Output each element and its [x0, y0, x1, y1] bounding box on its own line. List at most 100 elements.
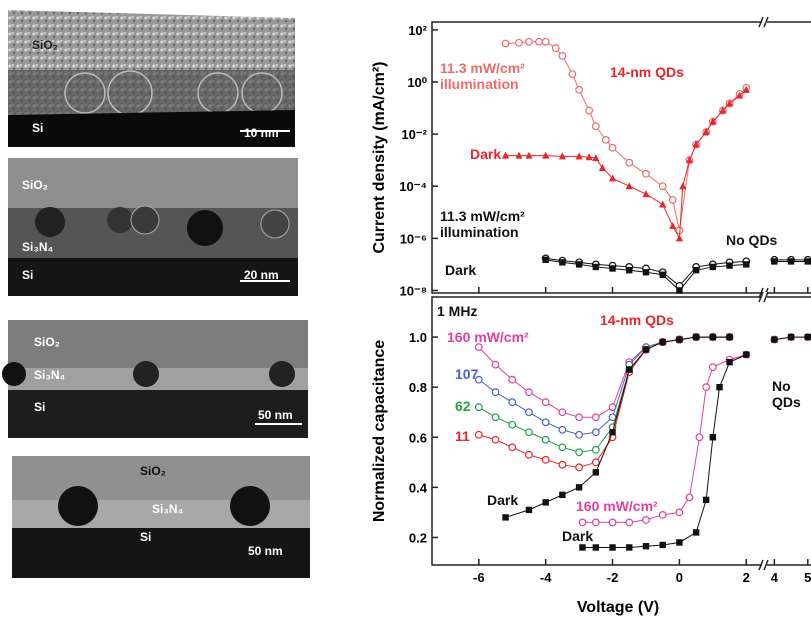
- marker: [558, 408, 567, 417]
- marker: [626, 544, 633, 551]
- plot-frame: [431, 21, 811, 294]
- marker: [726, 358, 733, 366]
- scale-bar-label: 10 nm: [244, 126, 279, 140]
- marker: [659, 541, 666, 549]
- series-label: Dark: [487, 492, 519, 508]
- marker: [592, 263, 600, 271]
- marker: [525, 506, 533, 514]
- marker: [771, 336, 778, 343]
- marker: [702, 383, 711, 392]
- marker: [626, 366, 633, 373]
- tem-image: [12, 456, 310, 578]
- marker: [585, 153, 593, 161]
- marker: [675, 234, 684, 242]
- marker: [642, 269, 650, 276]
- layer-label: Si: [34, 400, 46, 414]
- marker: [742, 85, 750, 93]
- marker: [591, 518, 600, 527]
- marker: [743, 261, 750, 268]
- layer-label: SiO₂: [140, 464, 167, 478]
- marker: [609, 265, 616, 272]
- y-axis-label: Current density (mA/cm²): [371, 61, 388, 253]
- scale-bar-label: 50 nm: [248, 544, 283, 558]
- marker: [474, 375, 483, 384]
- x-axis-label: Voltage (V): [577, 599, 659, 616]
- marker: [676, 287, 683, 294]
- marker: [508, 443, 517, 452]
- y-tick-label: 10⁻²: [401, 127, 427, 142]
- marker: [579, 544, 586, 551]
- marker: [625, 158, 634, 167]
- marker: [787, 333, 795, 341]
- marker: [642, 543, 650, 550]
- marker: [491, 413, 500, 422]
- series-label: Dark: [562, 528, 594, 544]
- marker: [558, 152, 566, 160]
- marker: [659, 338, 666, 346]
- marker: [525, 450, 533, 459]
- annotation: No QDs: [726, 232, 778, 248]
- marker: [551, 44, 560, 52]
- marker: [525, 37, 533, 46]
- marker: [709, 117, 717, 125]
- marker: [591, 122, 600, 131]
- marker: [719, 106, 727, 114]
- x-tick-label: 5: [804, 570, 811, 585]
- marker: [601, 135, 610, 144]
- y-tick-label: 0.2: [409, 530, 427, 545]
- marker: [692, 529, 700, 536]
- marker: [609, 429, 616, 436]
- marker: [743, 351, 750, 358]
- marker: [658, 511, 667, 519]
- marker: [501, 39, 510, 48]
- x-tick-label: -2: [607, 570, 619, 585]
- layer-label: Si: [22, 268, 34, 282]
- y-axis-label: Normalized capacitance: [371, 340, 388, 522]
- marker: [491, 435, 500, 444]
- marker: [608, 174, 617, 182]
- axis-break: [763, 559, 769, 571]
- marker: [508, 375, 517, 384]
- series-line: [505, 336, 730, 518]
- marker: [702, 128, 710, 136]
- marker: [559, 491, 566, 499]
- x-tick-label: -4: [540, 570, 552, 585]
- marker: [658, 182, 667, 191]
- scale-bar-label: 20 nm: [244, 268, 279, 282]
- annotation: 1 MHz: [437, 303, 478, 319]
- scale-bar-label: 50 nm: [258, 408, 293, 422]
- marker: [592, 469, 600, 476]
- marker: [474, 343, 483, 351]
- y-tick-label: 0.8: [409, 380, 427, 395]
- marker: [508, 398, 517, 407]
- marker: [559, 259, 566, 266]
- marker: [568, 70, 577, 79]
- marker: [502, 514, 509, 521]
- series-label: 11.3 mW/cm² illumination: [440, 60, 525, 92]
- marker: [608, 143, 617, 152]
- axis-break: [758, 287, 764, 299]
- series-line: [478, 336, 730, 436]
- marker: [541, 435, 550, 444]
- marker: [575, 463, 584, 472]
- marker: [735, 91, 744, 99]
- marker: [558, 425, 567, 434]
- marker: [575, 261, 583, 268]
- annotation: 14-nm QDs: [610, 64, 684, 80]
- marker: [501, 151, 510, 159]
- series-line: [505, 89, 747, 241]
- marker: [702, 496, 710, 504]
- marker: [609, 544, 616, 551]
- y-tick-label: 10⁰: [407, 75, 427, 90]
- series-label: 160 mW/cm²: [447, 329, 529, 345]
- layer-label: Si: [140, 530, 152, 544]
- marker: [625, 182, 633, 190]
- marker: [608, 518, 617, 527]
- marker: [685, 493, 694, 502]
- series-label: Dark: [445, 262, 477, 278]
- axis-break: [762, 17, 767, 27]
- marker: [575, 448, 584, 457]
- marker: [676, 539, 683, 546]
